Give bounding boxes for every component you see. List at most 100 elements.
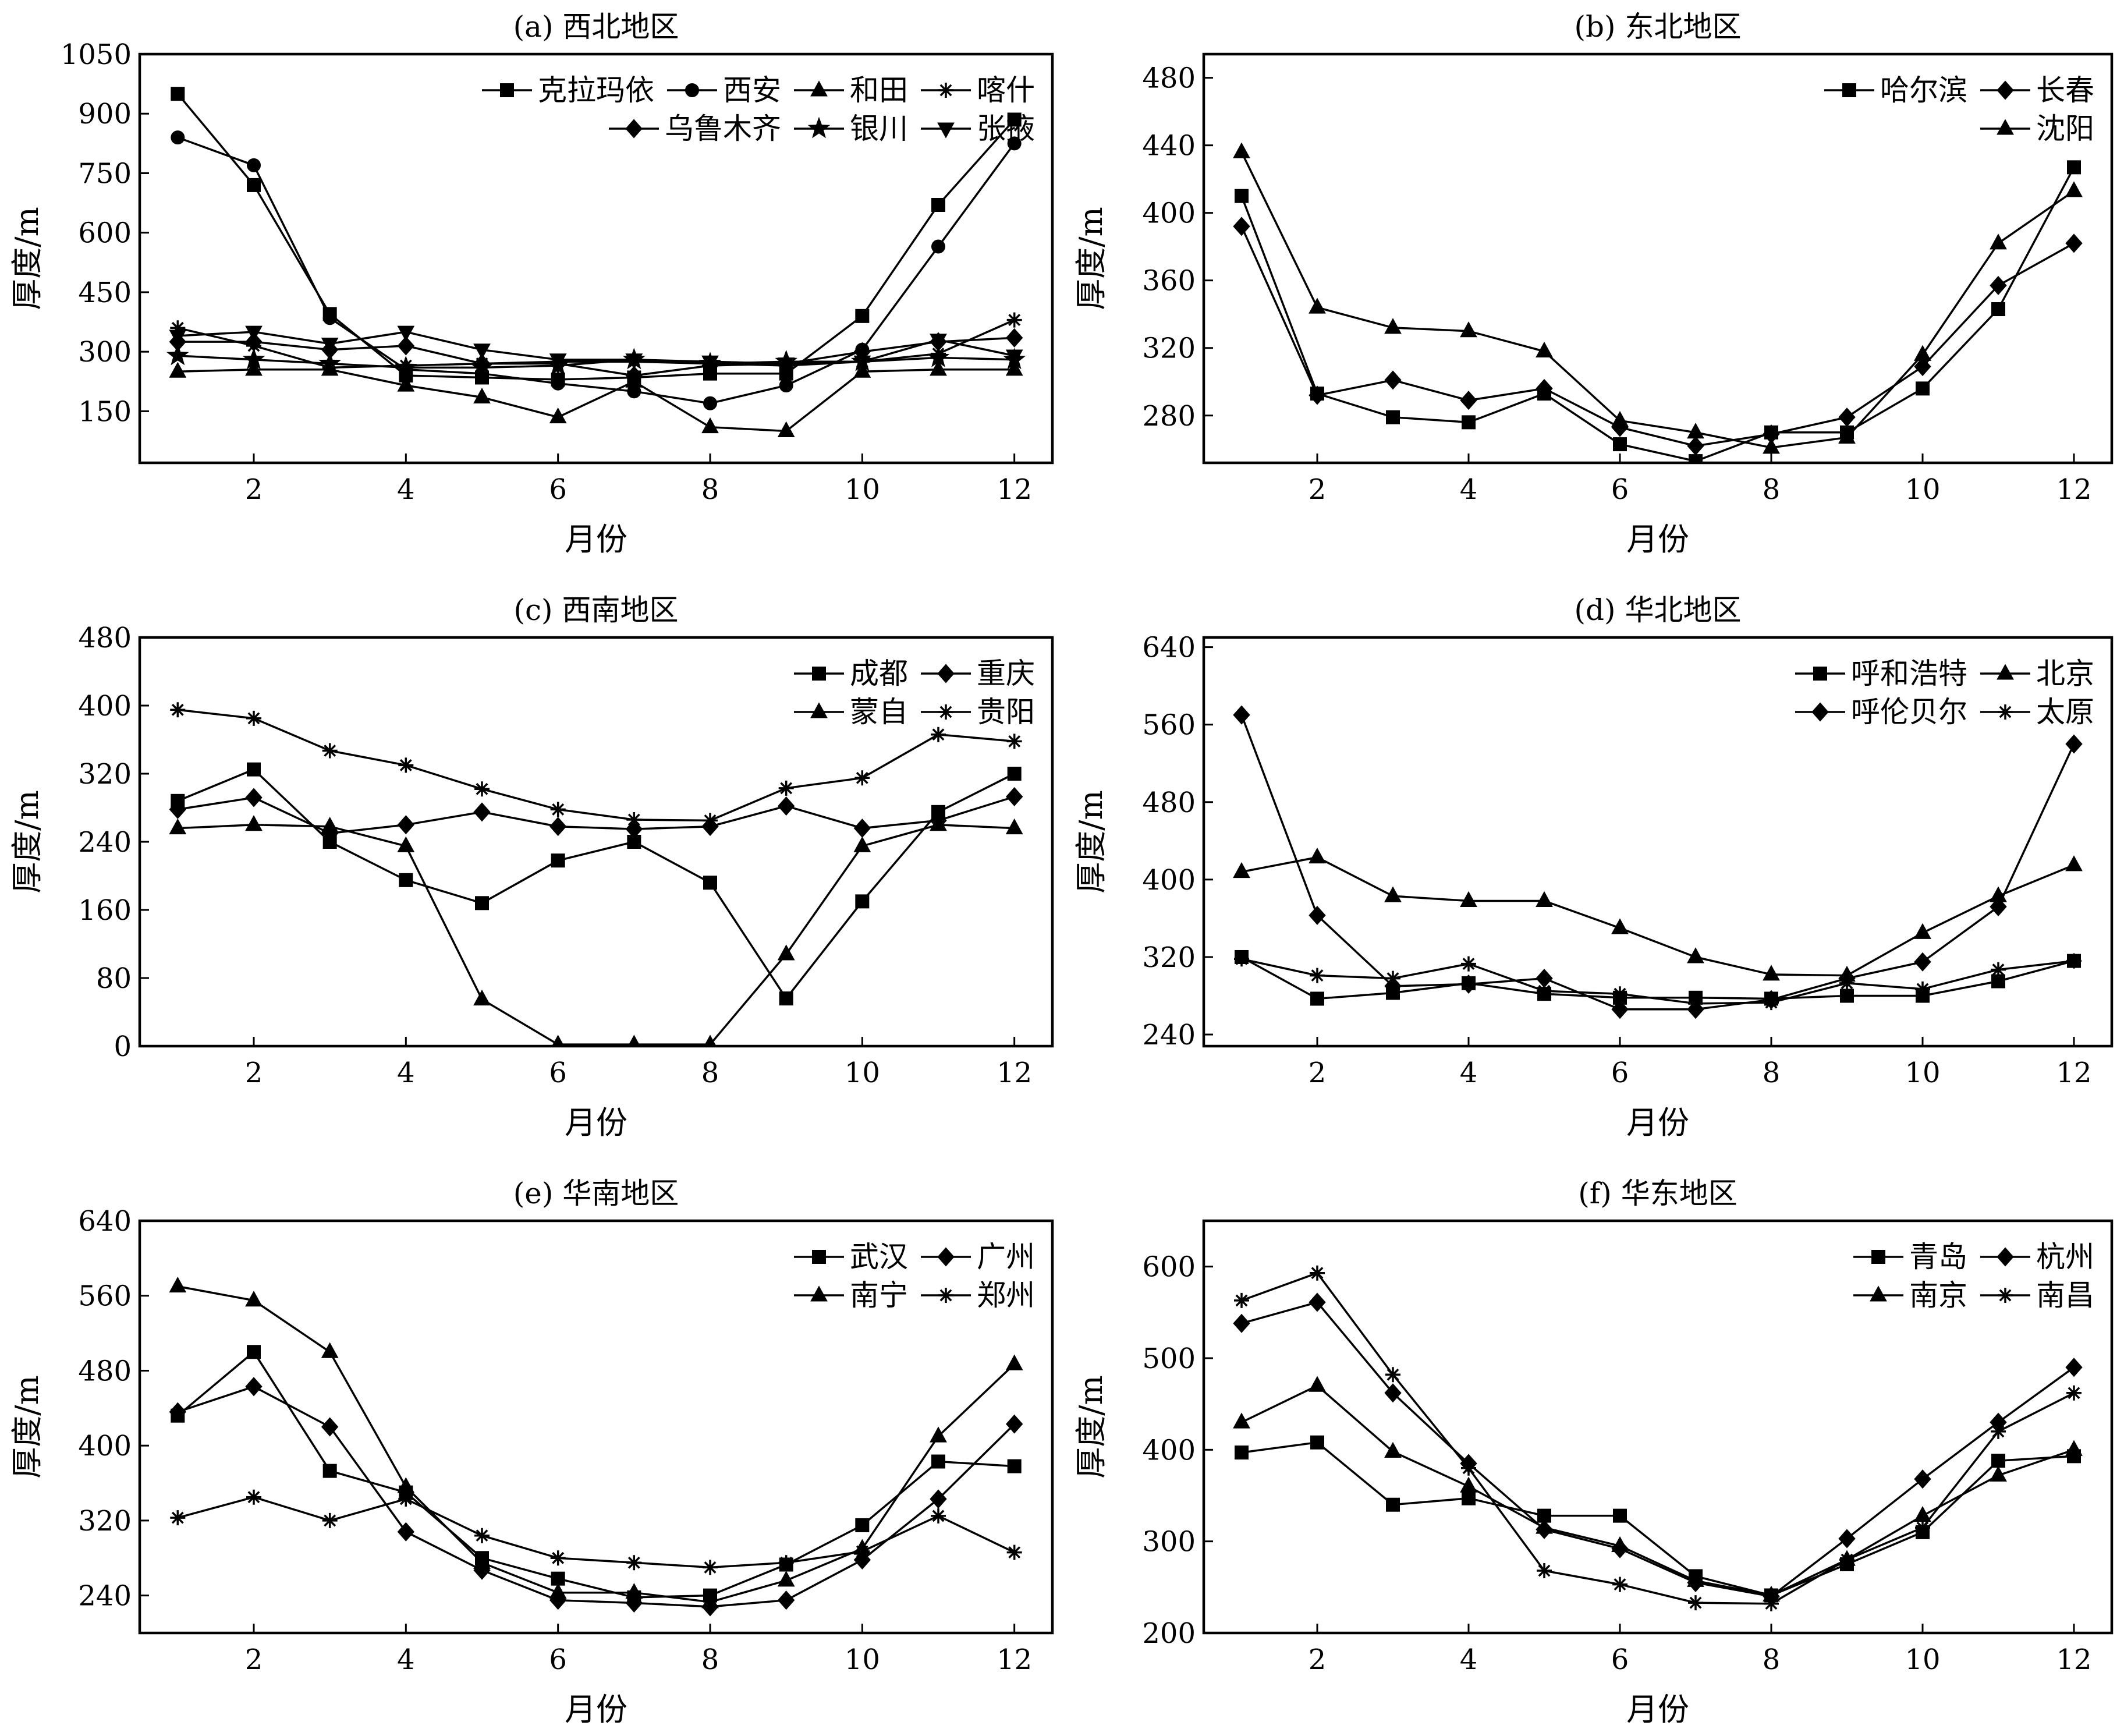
x-tick-label: 10 [845,473,880,506]
x-tick-label: 8 [1763,1057,1781,1089]
data-point [853,819,871,838]
data-point [1384,370,1402,390]
data-point [778,1555,794,1571]
data-point [777,1590,795,1610]
legend-item: 蒙自 [794,695,908,729]
data-point [322,311,337,325]
data-point [549,817,567,837]
x-tick-label: 12 [997,1057,1032,1089]
data-point [246,1489,261,1505]
legend-label: 南京 [1909,1278,1967,1312]
x-tick-label: 8 [701,1643,719,1676]
data-point [170,702,186,718]
data-point [1386,410,1400,424]
legend-label: 贵阳 [977,695,1035,729]
legend-label: 南宁 [850,1278,908,1312]
data-point [1990,897,2007,916]
data-point [1537,983,1552,999]
data-point [473,1553,491,1569]
y-tick-label: 640 [78,1205,132,1238]
data-point [1309,1292,1326,1312]
data-point [1005,349,1023,366]
y-tick-label: 240 [78,826,132,859]
legend-item: 成都 [794,657,908,690]
y-tick-label: 160 [78,894,132,927]
x-tick-label: 8 [1763,473,1781,506]
legend-item: 西安 [667,73,781,107]
data-point [1914,1505,1931,1522]
data-point [1005,1354,1023,1370]
x-tick-label: 6 [549,1643,567,1676]
series-line [177,768,1015,1001]
legend-label: 蒙自 [850,695,908,729]
data-point [475,896,489,910]
data-point [247,1345,261,1359]
data-point [930,334,947,350]
legend-label: 乌鲁木齐 [665,112,781,146]
data-point [1611,1000,1629,1019]
data-point [777,357,795,374]
y-tick-label: 400 [78,690,132,722]
data-point [1462,1491,1476,1505]
legend-marker [625,119,643,139]
series-7 [169,325,1023,374]
legend-marker [937,122,955,139]
legend-label: 广州 [977,1240,1035,1274]
data-point [1006,734,1022,749]
data-point [1990,275,2007,295]
data-point [397,1522,415,1542]
data-point [169,799,187,819]
data-point [473,343,491,360]
data-point [171,130,185,145]
legend-item: 和田 [794,73,908,107]
x-tick-label: 12 [2056,1643,2091,1676]
y-tick-label: 1050 [61,38,132,71]
y-tick-label: 300 [78,336,132,369]
data-point [1763,438,1780,454]
data-point [625,366,643,385]
legend-item: 杭州 [1980,1240,2094,1274]
data-point [777,944,795,961]
data-point [625,1593,643,1613]
chart-panel-6: (f) 华东地区 2 4 6 8 10 12 200 300 400 500 600 月份 厚度/m 青岛 杭… [1073,1177,2114,1728]
data-point [397,336,415,356]
data-point [931,727,946,742]
data-point [1536,378,1553,398]
series-2 [1233,217,2083,456]
data-point [397,815,415,835]
data-point [777,1571,795,1587]
legend-item: 贵阳 [921,695,1035,729]
y-axis-label: 厚度/m [9,1375,45,1478]
y-tick-label: 900 [78,98,132,130]
series-4 [170,312,1022,375]
x-tick-label: 10 [845,1057,880,1089]
data-point [1612,1576,1627,1592]
y-tick-label: 750 [78,157,132,190]
legend-label: 南昌 [2036,1278,2094,1312]
data-point [1687,947,1704,963]
data-point [551,1571,565,1586]
series-line [178,355,1015,369]
data-point [1689,454,1703,463]
data-point [1460,321,1477,338]
data-point [1234,951,1249,967]
x-tick-label: 4 [397,473,415,506]
series-line [178,824,1015,1046]
legend-item: 克拉玛依 [482,73,654,107]
y-tick-label: 360 [1142,265,1196,297]
data-point [1310,1265,1325,1281]
data-point [625,353,643,370]
series-line [177,1350,1015,1599]
data-point [169,1402,187,1422]
x-tick-label: 6 [1611,1643,1629,1676]
legend-item: 武汉 [794,1240,908,1274]
data-point [169,362,187,378]
data-point [1688,1595,1703,1611]
legend-item: 银川 [794,112,908,146]
series-3 [1233,1376,2083,1602]
series-4 [1234,951,2082,1011]
data-point [1235,1446,1249,1460]
data-point [1687,436,1704,456]
data-point [1914,357,1931,377]
data-point [551,1034,565,1046]
